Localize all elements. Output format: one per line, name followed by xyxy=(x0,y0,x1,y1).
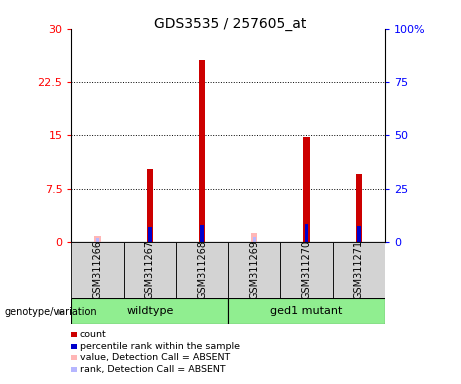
Bar xyxy=(280,242,333,298)
Text: GSM311267: GSM311267 xyxy=(145,240,155,299)
Bar xyxy=(71,298,228,324)
Bar xyxy=(96,238,99,242)
Bar xyxy=(148,227,152,242)
Text: genotype/variation: genotype/variation xyxy=(5,307,97,317)
Text: GSM311270: GSM311270 xyxy=(301,240,312,299)
Bar xyxy=(253,237,256,242)
Bar xyxy=(251,233,257,242)
Text: value, Detection Call = ABSENT: value, Detection Call = ABSENT xyxy=(80,353,230,362)
Text: GSM311269: GSM311269 xyxy=(249,240,260,299)
Text: GSM311266: GSM311266 xyxy=(93,240,103,299)
Bar xyxy=(228,242,280,298)
Bar xyxy=(201,225,204,242)
Bar xyxy=(333,242,385,298)
Text: count: count xyxy=(80,330,106,339)
Text: wildtype: wildtype xyxy=(126,306,173,316)
Bar xyxy=(199,60,205,242)
Text: GSM311271: GSM311271 xyxy=(354,240,364,299)
Bar xyxy=(147,169,153,242)
Bar xyxy=(303,137,310,242)
Bar xyxy=(356,174,362,242)
Text: GDS3535 / 257605_at: GDS3535 / 257605_at xyxy=(154,17,307,31)
Bar xyxy=(176,242,228,298)
Bar xyxy=(124,242,176,298)
Text: rank, Detection Call = ABSENT: rank, Detection Call = ABSENT xyxy=(80,365,225,374)
Text: GSM311268: GSM311268 xyxy=(197,240,207,299)
Text: ged1 mutant: ged1 mutant xyxy=(271,306,343,316)
Bar xyxy=(357,226,361,242)
Bar xyxy=(305,224,308,242)
Text: percentile rank within the sample: percentile rank within the sample xyxy=(80,342,240,351)
Bar xyxy=(228,298,385,324)
Bar xyxy=(71,242,124,298)
Bar xyxy=(95,236,100,242)
